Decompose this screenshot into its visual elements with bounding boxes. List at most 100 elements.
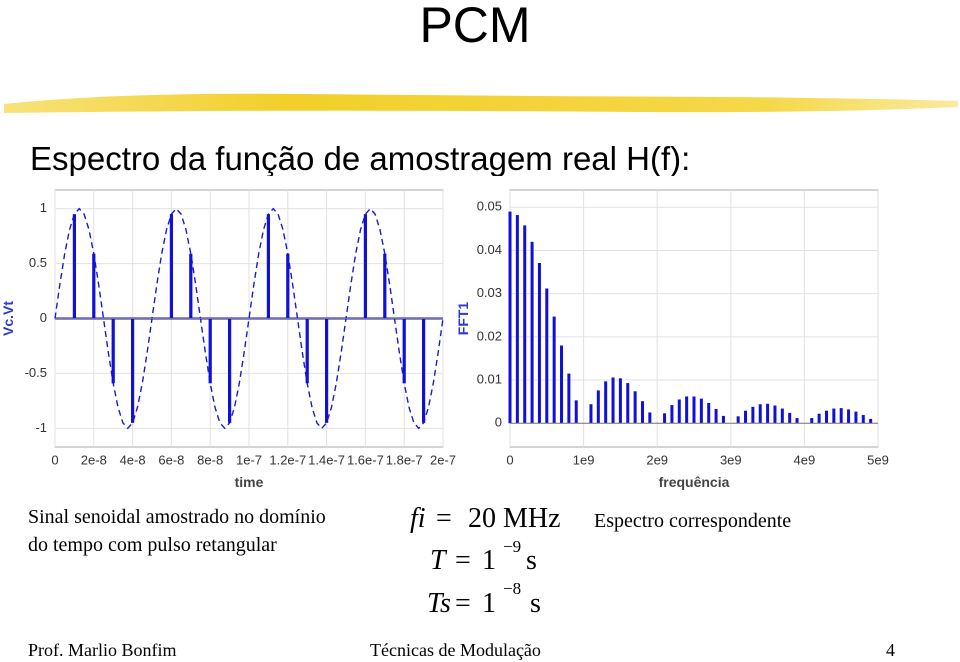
bar <box>869 418 873 424</box>
signal-line <box>54 207 444 430</box>
pulse <box>208 318 212 384</box>
bar <box>604 381 608 424</box>
pulse <box>266 214 270 319</box>
bar <box>861 415 865 424</box>
bar <box>626 383 630 424</box>
plot-area <box>509 189 879 448</box>
x-tick-label: 2e9 <box>646 452 668 467</box>
bar <box>736 416 740 424</box>
caption-line: do tempo com pulso retangular <box>28 534 277 556</box>
bar <box>545 288 549 424</box>
bar <box>721 415 725 424</box>
pulse <box>131 318 135 423</box>
formula-unit: s <box>530 588 541 619</box>
footer-page: 4 <box>886 640 895 660</box>
bar <box>663 413 667 424</box>
x-tick-label: 1.8e-7 <box>386 452 423 467</box>
y-tick-label: 0.05 <box>477 199 502 214</box>
y-axis-label: Vc.Vt <box>0 301 16 336</box>
y-tick-label: -1 <box>35 420 47 435</box>
bar <box>677 399 681 424</box>
formula-exponent: −9 <box>503 537 521 556</box>
bar <box>530 241 534 424</box>
formula-rhs: 1 <box>482 545 496 576</box>
formula-lhs: fi <box>410 503 426 534</box>
x-tick-label: 0 <box>506 452 513 467</box>
bar <box>780 408 784 424</box>
bar <box>685 396 689 424</box>
x-tick-label: 1e9 <box>573 452 595 467</box>
bar <box>640 401 644 424</box>
pulse <box>402 318 406 384</box>
y-tick-label: 0 <box>40 310 47 325</box>
x-tick-label: 0 <box>51 452 58 467</box>
x-axis-label: frequência <box>659 474 730 490</box>
brush-stroke <box>4 93 958 113</box>
pulse <box>325 318 329 423</box>
x-tick-label: 8e-8 <box>197 452 223 467</box>
bar <box>692 396 696 424</box>
bar <box>824 410 828 424</box>
y-tick-label: 1 <box>40 200 47 215</box>
bar <box>552 316 556 424</box>
pulse <box>189 253 193 319</box>
subtitle: Espectro da função de amostragem real H(… <box>30 140 690 177</box>
bar <box>567 373 571 424</box>
bar <box>574 400 578 424</box>
pulse <box>228 318 232 423</box>
y-tick-label: -0.5 <box>25 365 47 380</box>
bar <box>611 377 615 424</box>
footer-course: Técnicas de Modulação <box>370 640 541 660</box>
pulse <box>305 318 309 384</box>
charts: 10.50-0.5-10 2e-8 4e-8 6e-8 8e-8 1e-7 1.2e-7 1.… <box>0 189 889 490</box>
bar <box>795 418 799 424</box>
slide-title: PCM <box>419 0 530 53</box>
bar <box>537 262 541 424</box>
x-tick-label: 6e-8 <box>158 452 184 467</box>
formula-rhs: 20 MHz <box>468 503 561 534</box>
bar <box>854 411 858 424</box>
formula-rel: = <box>455 545 471 576</box>
bar <box>788 412 792 424</box>
pulse <box>92 253 96 319</box>
formula-rel: = <box>436 503 452 534</box>
bar <box>699 398 703 424</box>
bar <box>596 390 600 424</box>
bar <box>648 412 652 424</box>
formulas: fi = 20 MHz T = 1 −9 s Ts = 1 −8 s <box>410 503 561 619</box>
formula-rhs: 1 <box>482 588 496 619</box>
formula-rel: = <box>455 588 471 619</box>
formula-unit: s <box>526 545 537 576</box>
caption-line: Sinal senoidal amostrado no domínio <box>28 506 326 528</box>
x-tick-label: 1.2e-7 <box>269 452 306 467</box>
x-tick-label: 1e-7 <box>236 452 262 467</box>
x-tick-label: 2e-7 <box>430 452 456 467</box>
bar <box>618 378 622 424</box>
bar <box>523 225 527 424</box>
pulse <box>363 214 367 319</box>
x-tick-label: 4e-8 <box>120 452 146 467</box>
x-tick-label: 5e9 <box>867 452 889 467</box>
bar <box>758 404 762 424</box>
pulse <box>383 253 387 319</box>
y-tick-label: 0.02 <box>477 328 502 343</box>
bar <box>847 409 851 424</box>
x-tick-label: 1.4e-7 <box>308 452 345 467</box>
bar <box>633 391 637 424</box>
pulse <box>422 318 426 423</box>
bar <box>714 408 718 424</box>
x-axis-label: time <box>235 474 264 490</box>
bar <box>751 406 755 424</box>
footer-author: Prof. Marlio Bonfim <box>28 640 177 660</box>
bar <box>560 345 564 424</box>
y-tick-label: 0.5 <box>29 255 47 270</box>
y-tick-label: 0.03 <box>477 285 502 300</box>
bar <box>670 405 674 424</box>
bar <box>817 413 821 424</box>
y-tick-label: 0 <box>495 415 502 430</box>
x-tick-label: 2e-8 <box>81 452 107 467</box>
x-tick-label: 1.6e-7 <box>347 452 384 467</box>
bar <box>839 408 843 424</box>
x-tick-label: 3e9 <box>720 452 742 467</box>
